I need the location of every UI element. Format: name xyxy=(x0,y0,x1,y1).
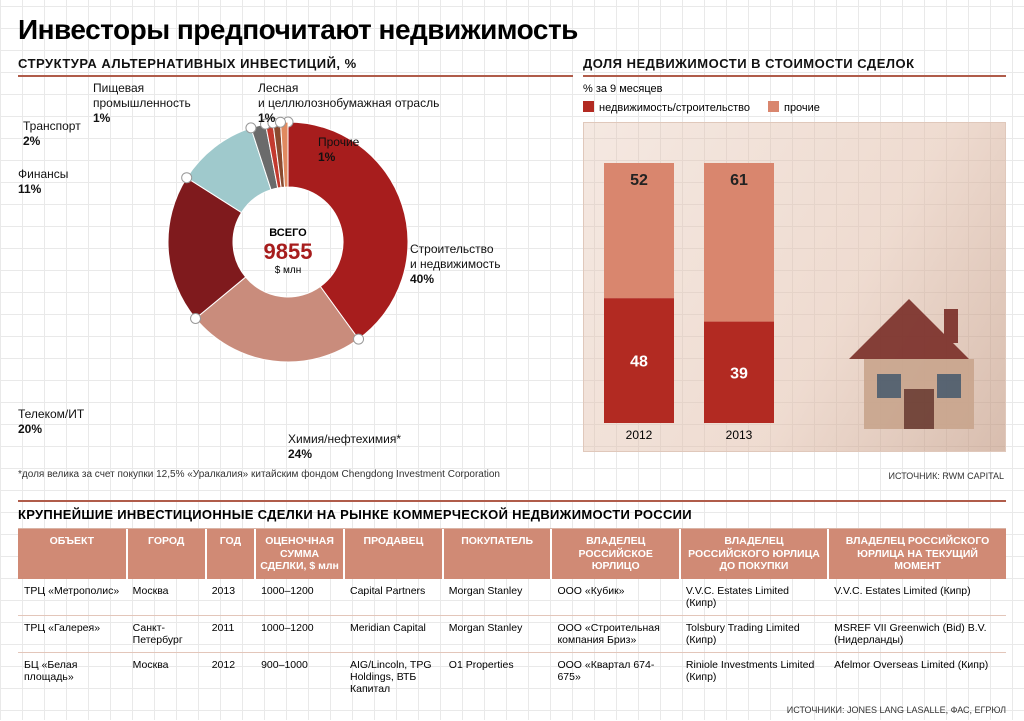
stacked-value-top: 52 xyxy=(630,172,648,189)
table-cell: Москва xyxy=(127,652,206,701)
table-header-cell: ВЛАДЕЛЕЦ РОССИЙСКОЕ ЮРЛИЦО xyxy=(551,529,679,579)
table-cell: Tolsbury Trading Limited (Кипр) xyxy=(680,615,828,652)
donut-label: Финансы11% xyxy=(18,167,68,197)
house-icon xyxy=(819,269,999,439)
table-cell: Москва xyxy=(127,579,206,616)
table-cell: БЦ «Белая площадь» xyxy=(18,652,127,701)
table-cell: ТРЦ «Метрополис» xyxy=(18,579,127,616)
table-source: ИСТОЧНИКИ: JONES LANG LASALLE, ФАС, ЕГРЮ… xyxy=(18,705,1006,715)
stacked-sub: % за 9 месяцев xyxy=(583,83,1006,95)
table-header-cell: ВЛАДЕЛЕЦ РОССИЙСКОГО ЮРЛИЦА ДО ПОКУПКИ xyxy=(680,529,828,579)
table-row: ТРЦ «Метрополис»Москва20131000–1200Capit… xyxy=(18,579,1006,616)
donut-footnote: *доля велика за счет покупки 12,5% «Урал… xyxy=(18,469,573,480)
table-row: ТРЦ «Галерея»Санкт-Петербург20111000–120… xyxy=(18,615,1006,652)
table-cell: 1000–1200 xyxy=(255,579,344,616)
table-cell: Morgan Stanley xyxy=(443,579,552,616)
table-cell: 2011 xyxy=(206,615,255,652)
table-header-cell: ВЛАДЕЛЕЦ РОССИЙСКОГО ЮРЛИЦА НА ТЕКУЩИЙ М… xyxy=(828,529,1006,579)
table-cell: Санкт-Петербург xyxy=(127,615,206,652)
donut-knob xyxy=(246,123,256,133)
stacked-value-bottom: 39 xyxy=(730,365,748,382)
table-cell: 900–1000 xyxy=(255,652,344,701)
deals-table: ОБЪЕКТГОРОДГОДОЦЕНОЧНАЯ СУММА СДЕЛКИ, $ … xyxy=(18,529,1006,701)
donut-label: Телеком/ИТ20% xyxy=(18,407,84,437)
stacked-value-top: 61 xyxy=(730,172,748,189)
table-cell: 2013 xyxy=(206,579,255,616)
stacked-value-bottom: 48 xyxy=(630,354,648,371)
table-cell: Afelmor Overseas Limited (Кипр) xyxy=(828,652,1006,701)
table-cell: Capital Partners xyxy=(344,579,443,616)
donut-knob xyxy=(182,173,192,183)
donut-label: Леснаяи целлюлознобумажная отрасль1% xyxy=(258,81,439,126)
table-cell: Morgan Stanley xyxy=(443,615,552,652)
legend-swatch xyxy=(768,101,779,112)
table-cell: Meridian Capital xyxy=(344,615,443,652)
table-cell: MSREF VII Greenwich (Bid) B.V. (Нидерлан… xyxy=(828,615,1006,652)
table-cell: 2012 xyxy=(206,652,255,701)
table-cell: ООО «Строительная компания Бриз» xyxy=(551,615,679,652)
donut-knob xyxy=(354,334,364,344)
donut-label: Химия/нефтехимия*24% xyxy=(288,432,401,462)
legend-swatch xyxy=(583,101,594,112)
table-header-cell: ОБЪЕКТ xyxy=(18,529,127,579)
table-cell: 1000–1200 xyxy=(255,615,344,652)
legend-item: недвижимость/строительство xyxy=(583,101,750,114)
table-cell: ООО «Кубик» xyxy=(551,579,679,616)
table-header-cell: ПОКУПАТЕЛЬ xyxy=(443,529,552,579)
stacked-panel: ДОЛЯ НЕДВИЖИМОСТИ В СТОИМОСТИ СДЕЛОК % з… xyxy=(583,56,1006,480)
table-block: КРУПНЕЙШИЕ ИНВЕСТИЦИОННЫЕ СДЕЛКИ НА РЫНК… xyxy=(18,500,1006,715)
legend-label: недвижимость/строительство xyxy=(599,102,750,114)
stacked-area: 52 48 2012 61 39 2013 xyxy=(583,122,1006,452)
table-cell: Riniole Investments Limited (Кипр) xyxy=(680,652,828,701)
table-cell: O1 Properties xyxy=(443,652,552,701)
table-title: КРУПНЕЙШИЕ ИНВЕСТИЦИОННЫЕ СДЕЛКИ НА РЫНК… xyxy=(18,500,1006,529)
stacked-title: ДОЛЯ НЕДВИЖИМОСТИ В СТОИМОСТИ СДЕЛОК xyxy=(583,56,1006,77)
table-row: БЦ «Белая площадь»Москва2012900–1000AIG/… xyxy=(18,652,1006,701)
table-cell: V.V.C. Estates Limited (Кипр) xyxy=(828,579,1006,616)
table-header-cell: ПРОДАВЕЦ xyxy=(344,529,443,579)
donut-knob xyxy=(191,313,201,323)
donut-center: ВСЕГО 9855 $ млн xyxy=(248,227,328,276)
stacked-year: 2013 xyxy=(726,428,753,442)
legend-item: прочие xyxy=(768,101,820,114)
donut-title: СТРУКТУРА АЛЬТЕРНАТИВНЫХ ИНВЕСТИЦИЙ, % xyxy=(18,56,573,77)
main-title: Инвесторы предпочитают недвижимость xyxy=(18,14,1006,46)
table-cell: ТРЦ «Галерея» xyxy=(18,615,127,652)
stacked-source: ИСТОЧНИК: RWM CAPITAL xyxy=(889,471,1004,481)
table-cell: AIG/Lincoln, TPG Holdings, ВТБ Капитал xyxy=(344,652,443,701)
donut-center-value: 9855 xyxy=(248,239,328,265)
table-header-cell: ГОРОД xyxy=(127,529,206,579)
donut-label: Строительствои недвижимость40% xyxy=(410,242,501,287)
table-cell: ООО «Квартал 674-675» xyxy=(551,652,679,701)
donut-label: Транспорт2% xyxy=(23,119,81,149)
table-cell: V.V.C. Estates Limited (Кипр) xyxy=(680,579,828,616)
donut-label: Пищеваяпромышленность1% xyxy=(93,81,191,126)
legend-label: прочие xyxy=(784,102,820,114)
stacked-bars: 52 48 2012 61 39 2013 xyxy=(584,123,804,443)
donut-label: Прочие1% xyxy=(318,135,359,165)
stacked-legend: недвижимость/строительство прочие xyxy=(583,101,1006,114)
donut-center-unit: $ млн xyxy=(248,265,328,276)
donut-panel: СТРУКТУРА АЛЬТЕРНАТИВНЫХ ИНВЕСТИЦИЙ, % В… xyxy=(18,56,573,480)
table-header-cell: ГОД xyxy=(206,529,255,579)
stacked-year: 2012 xyxy=(626,428,653,442)
table-header-cell: ОЦЕНОЧНАЯ СУММА СДЕЛКИ, $ млн xyxy=(255,529,344,579)
donut-center-label: ВСЕГО xyxy=(248,227,328,239)
